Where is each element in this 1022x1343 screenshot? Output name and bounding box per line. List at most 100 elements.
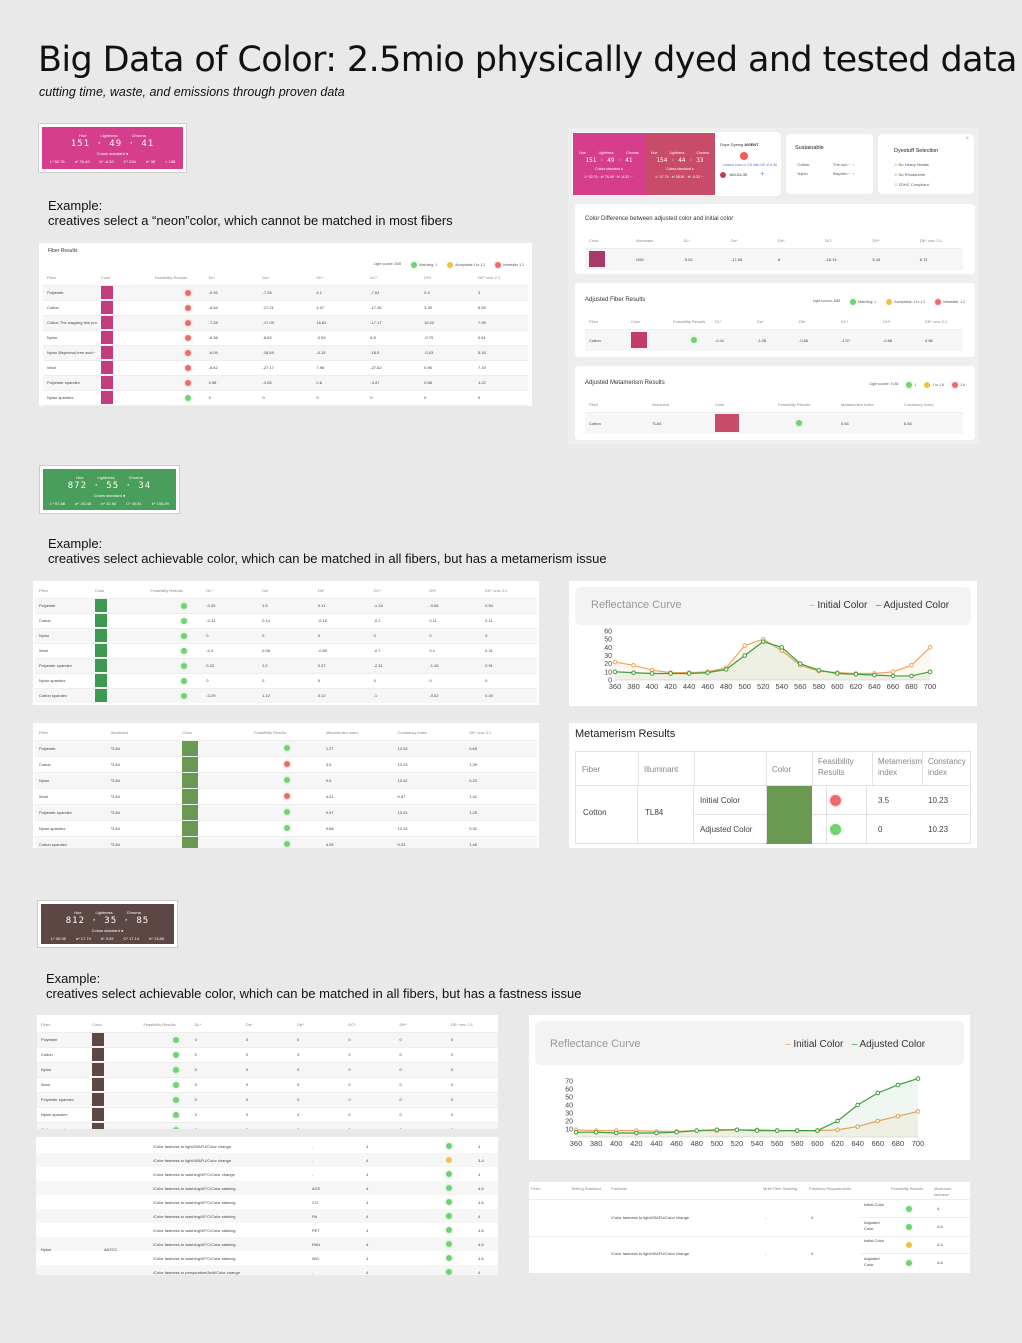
series-area-adjusted xyxy=(615,641,930,680)
closest-color-link[interactable]: closest color in DD with DE of 6.36 xyxy=(723,163,777,167)
x-tick-label: 700 xyxy=(924,682,937,691)
fastness-fiber: Nylon xyxy=(41,1247,52,1252)
column-header: Db* xyxy=(778,238,785,244)
value-cell: 16.81 xyxy=(312,314,367,330)
legend-item: Light source: D65 xyxy=(811,299,840,305)
lab-value: a* 17.74 xyxy=(75,936,91,941)
row-label: Initial Color xyxy=(700,796,741,805)
value-cell: 3.39 xyxy=(420,299,474,315)
data-point xyxy=(686,671,692,676)
column-header: Maximum fastness xyxy=(934,1186,952,1197)
legend-item: Matching: 1 xyxy=(850,299,876,305)
data-point xyxy=(694,1128,700,1133)
requirement: 4 xyxy=(366,1186,369,1191)
data-point xyxy=(593,1129,599,1135)
column-header: Fiber xyxy=(39,588,49,594)
row-label: Adjusted Color xyxy=(864,1220,880,1231)
x-tick-label: 520 xyxy=(757,682,770,691)
value-cell: 0 xyxy=(344,1076,396,1092)
row-label: Initial Color xyxy=(864,1238,885,1243)
infeasible-dot xyxy=(184,334,191,341)
add-icon[interactable]: + xyxy=(760,171,765,178)
example-text: creatives select achievable color, which… xyxy=(46,986,582,1001)
color-chip xyxy=(182,773,199,788)
color-cell xyxy=(96,344,151,360)
lab-value: C* 40.81 xyxy=(126,501,142,506)
column-header: Illuminant xyxy=(110,730,128,736)
fastness-test: /Color fastness to washing/49°C/Color st… xyxy=(153,1186,236,1191)
data-point xyxy=(794,1128,800,1133)
value-cell: -1.15 xyxy=(425,657,482,673)
column-divider xyxy=(872,752,873,785)
legend-swatch-initial: – xyxy=(809,600,815,611)
data-point xyxy=(668,671,673,676)
fiber-cell: Nylon xyxy=(43,329,97,345)
value-cell: -18.69 xyxy=(258,344,313,360)
value-cell: -0.03 xyxy=(420,344,474,360)
fastness-value: 4 xyxy=(478,1172,481,1177)
data-point xyxy=(895,1082,901,1088)
column-header: Color xyxy=(92,1022,102,1028)
feasible-dot xyxy=(173,1081,180,1088)
column-header: Fastness xyxy=(611,1186,628,1191)
swatch-lab: L* 30.05 a* 17.74 b* 3.09 C* 17.14 h* 13.88 xyxy=(41,936,174,941)
fastness-test: /Color fastness to washing/49°C/Color st… xyxy=(153,1228,236,1233)
chevron-right-icon[interactable]: › xyxy=(852,162,854,167)
chart-legend-2: – Initial Color – Adjusted Color xyxy=(785,1039,925,1050)
swatch-header: Chroma xyxy=(126,910,141,915)
chevron-right-icon[interactable]: › xyxy=(852,171,854,176)
feasibility-cell xyxy=(774,411,837,434)
data-point xyxy=(890,673,896,679)
adjusted-metamerism-legend: Light source: TL84 1 1 to 1.6 1.6 xyxy=(868,382,965,388)
sust-val-1: Bisphen··· xyxy=(833,171,852,176)
table-row: Nylon spandex 0 0 0 0 0 0 xyxy=(37,1106,498,1122)
value-cell: 0 xyxy=(344,1046,396,1062)
column-header: DC* xyxy=(348,1022,356,1028)
close-icon[interactable]: × xyxy=(965,136,969,142)
adjusted-fiber-title: Adjusted Fiber Results xyxy=(585,297,646,303)
fiber-cell: Cotton spandex xyxy=(43,404,97,406)
value-cell: 12.03 xyxy=(393,739,466,756)
illuminant-cell: TL84 xyxy=(106,819,179,836)
legend-text: Light source: D65 xyxy=(373,262,402,266)
value-cell: -0.7 xyxy=(369,642,426,658)
lab-value: a* 76.49 xyxy=(74,159,90,164)
multi-fiber: - xyxy=(312,1144,314,1149)
acceptable-dot xyxy=(924,382,931,388)
value-cell: 0.37 xyxy=(313,657,370,673)
color-diff-table: Color Illuminant DL* Da* Db* DC* DH* DE* cmc 2:… xyxy=(585,234,963,270)
fastness-value: 3-4 xyxy=(478,1158,484,1163)
value-cell: 4.5 xyxy=(312,404,367,406)
value-cell: 0.1 xyxy=(425,642,482,658)
fiber-cell: Nylon xyxy=(35,627,91,643)
legend-item: Light source: D65 xyxy=(372,262,401,268)
value-cell: 0 xyxy=(313,627,370,643)
column-header: DH* xyxy=(872,238,880,244)
infeasible-dot xyxy=(935,299,942,305)
column-divider xyxy=(638,752,639,785)
color-chip xyxy=(92,1033,105,1046)
color-cell xyxy=(96,314,151,330)
fastness-test: /Color fastness to light/40AFU/Color cha… xyxy=(611,1251,690,1256)
color-cell xyxy=(90,627,147,643)
value-cell: 1.22 xyxy=(474,374,528,390)
dyestuff-text: No Rhodamine xyxy=(898,172,926,177)
brown-fiber-panel: Fiber Color Feasibility Results DL* Da* Db* DC… xyxy=(37,1015,498,1129)
value-cell: 0.31 xyxy=(481,642,537,658)
table-row: Cotton spandex -0.29 1.12 0.12 -1 -0.52 0.49 xyxy=(35,687,537,703)
color-chip xyxy=(92,1048,105,1061)
column-header: DE* cmc 2:1 xyxy=(478,275,501,281)
value-cell: 0 xyxy=(241,1076,294,1092)
feasible-dot xyxy=(173,1066,180,1073)
table-row: Polyester -0.95 -7.28 4.1 -7.63 0.4 3 xyxy=(43,284,528,300)
feasibility-cell xyxy=(146,627,203,643)
fiber-cell: Cotton xyxy=(585,328,627,351)
reflectance-panel-1: Reflectance Curve – Initial Color – Adju… xyxy=(569,581,977,706)
feasible-dot xyxy=(284,825,291,831)
value-cell: -0.68 xyxy=(879,328,921,351)
color-chip xyxy=(100,301,113,314)
column-header: DC* xyxy=(825,238,833,244)
column-header: Fiber xyxy=(589,319,599,325)
data-point xyxy=(815,1128,820,1133)
constancy-value: 10.23 xyxy=(928,796,949,805)
